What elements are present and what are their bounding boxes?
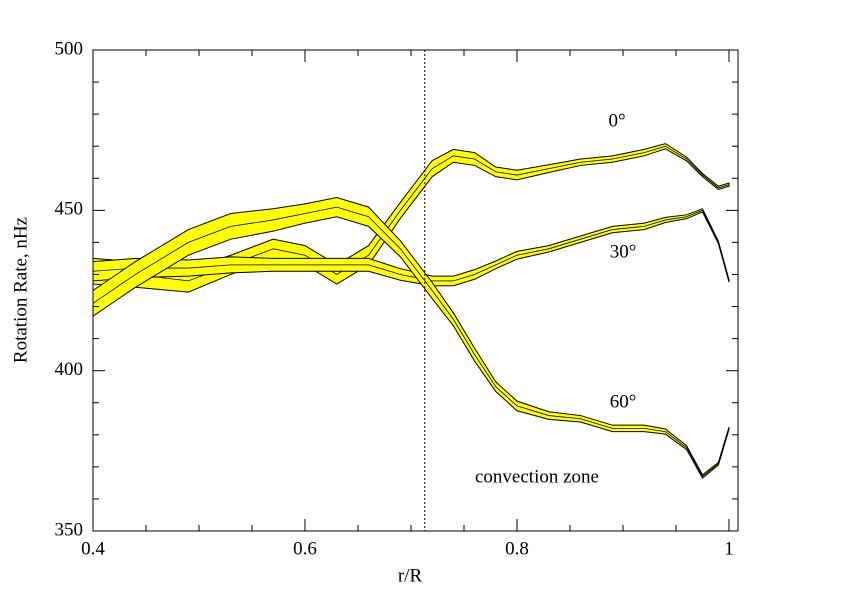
y-axis-label: Rotation Rate, nHz <box>10 217 31 363</box>
error-band <box>92 208 730 287</box>
x-axis-label: r/R <box>398 565 423 586</box>
series-line <box>92 209 730 282</box>
y-tick-label: 350 <box>55 519 84 540</box>
y-tick-label: 400 <box>55 359 84 380</box>
series-label: 60° <box>610 391 637 412</box>
y-tick-label: 500 <box>55 38 84 59</box>
x-tick-label: 1 <box>724 538 734 559</box>
series-line <box>92 206 730 478</box>
plot-frame <box>92 49 739 532</box>
series-label: 0° <box>608 110 625 131</box>
series-label: 30° <box>610 241 637 262</box>
y-tick-label: 450 <box>55 199 84 220</box>
series-line <box>92 145 730 282</box>
x-tick-label: 0.8 <box>505 538 529 559</box>
annotation: convection zone <box>475 466 599 487</box>
x-tick-label: 0.4 <box>81 538 105 559</box>
x-tick-label: 0.6 <box>293 538 317 559</box>
error-band <box>92 196 730 479</box>
